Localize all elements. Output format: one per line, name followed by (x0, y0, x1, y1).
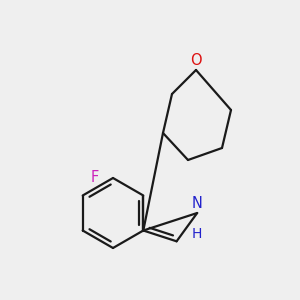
Text: N: N (192, 196, 203, 211)
Text: F: F (91, 170, 99, 185)
Text: H: H (192, 227, 202, 241)
Text: O: O (190, 53, 202, 68)
